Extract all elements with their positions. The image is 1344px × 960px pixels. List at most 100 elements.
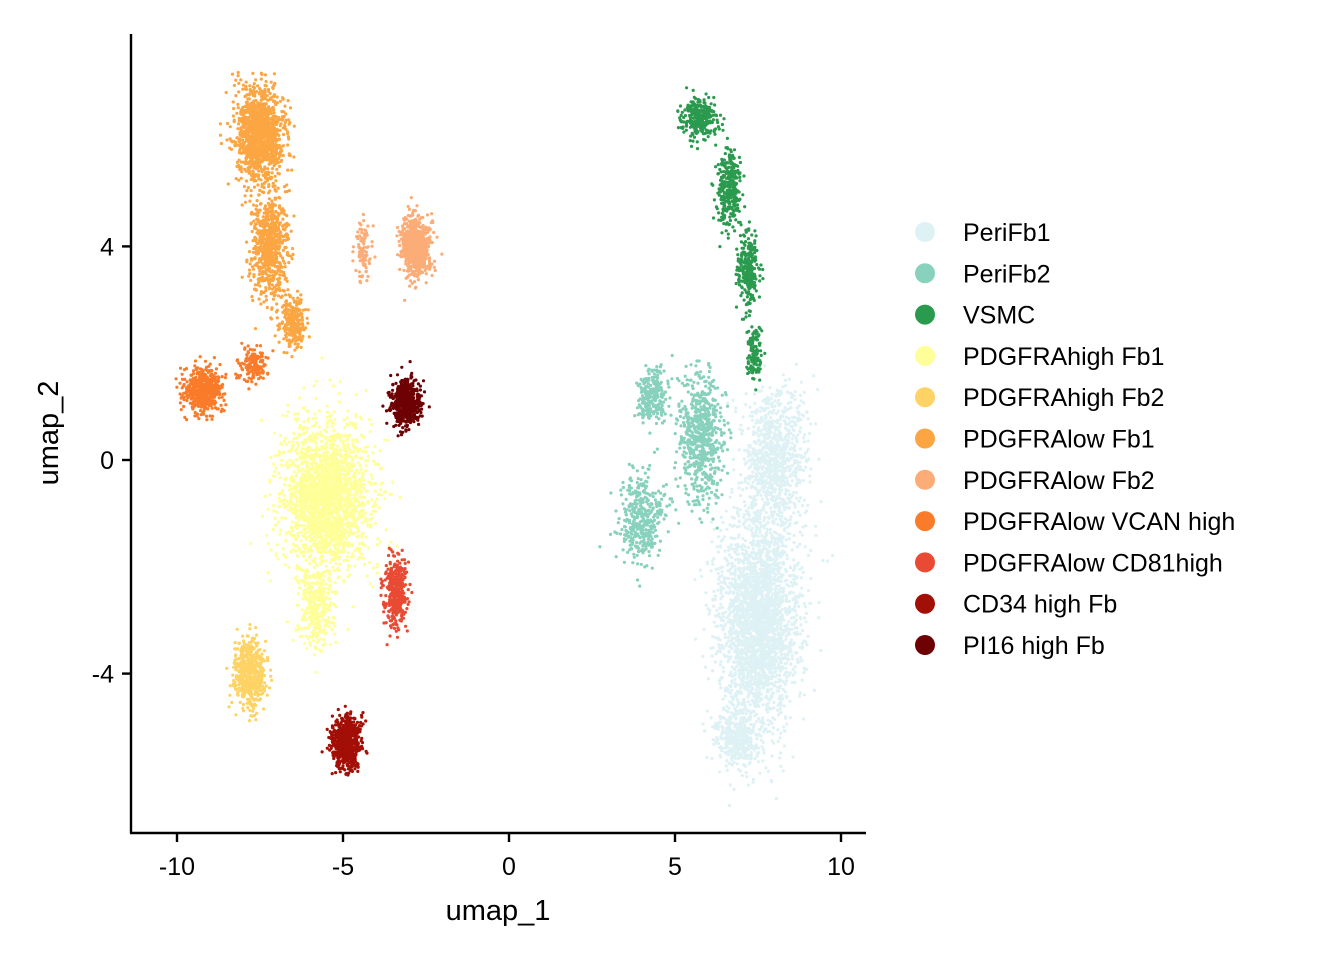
data-point <box>708 443 712 447</box>
data-point <box>744 556 748 560</box>
data-point <box>730 555 734 560</box>
data-point <box>776 608 780 612</box>
data-point <box>722 669 726 674</box>
data-point <box>778 641 782 646</box>
data-point <box>712 527 716 531</box>
data-point <box>785 476 789 480</box>
data-point <box>759 645 764 649</box>
data-point <box>730 563 735 567</box>
data-point <box>751 729 755 733</box>
data-point <box>687 472 692 476</box>
data-point <box>740 774 744 778</box>
data-point <box>800 642 804 646</box>
data-point <box>782 729 786 733</box>
data-point <box>703 443 708 447</box>
data-point <box>701 722 705 726</box>
data-point <box>749 551 754 555</box>
data-point <box>732 583 737 588</box>
data-point <box>729 621 733 626</box>
data-point <box>741 606 745 610</box>
data-point <box>695 359 699 363</box>
data-point <box>805 643 809 647</box>
data-point <box>795 545 800 549</box>
data-point <box>690 477 694 481</box>
data-point <box>719 616 723 620</box>
data-point <box>684 407 688 411</box>
data-point <box>783 517 787 521</box>
data-point <box>801 414 806 418</box>
data-point <box>760 467 764 471</box>
data-point <box>779 469 783 473</box>
data-point <box>705 709 710 713</box>
data-point <box>720 643 724 648</box>
data-point <box>778 517 782 521</box>
data-point <box>800 678 804 682</box>
data-point <box>773 650 777 654</box>
data-point <box>776 425 780 429</box>
data-point <box>711 408 716 413</box>
data-point <box>784 409 788 413</box>
data-point <box>694 445 698 450</box>
data-point <box>740 681 744 685</box>
data-point <box>776 728 780 732</box>
data-point <box>711 635 715 639</box>
data-point <box>722 419 726 423</box>
data-point <box>766 463 771 467</box>
data-point <box>737 566 741 570</box>
data-point <box>809 422 813 426</box>
data-point <box>773 559 778 563</box>
data-point <box>792 433 796 438</box>
data-point <box>620 527 624 532</box>
data-point <box>745 448 749 452</box>
data-point <box>768 456 773 460</box>
data-point <box>792 573 796 577</box>
data-point <box>729 751 733 755</box>
data-point <box>778 686 782 690</box>
data-point <box>771 437 775 441</box>
data-point <box>770 392 774 396</box>
data-point <box>760 592 764 596</box>
data-point <box>750 674 754 678</box>
data-point <box>730 487 734 491</box>
data-point <box>644 364 648 368</box>
data-point <box>779 639 783 643</box>
data-point <box>784 521 788 525</box>
data-point <box>739 660 743 664</box>
data-point <box>740 671 744 675</box>
data-point <box>741 488 745 492</box>
data-point <box>758 588 762 592</box>
data-point <box>805 450 809 454</box>
data-point <box>748 703 752 707</box>
data-point <box>737 569 741 573</box>
data-point <box>698 410 702 414</box>
data-point <box>749 594 753 598</box>
data-point <box>772 408 776 412</box>
data-point <box>799 456 804 460</box>
data-point <box>781 680 785 684</box>
data-point <box>725 654 730 659</box>
data-point <box>743 525 747 529</box>
data-point <box>783 420 788 424</box>
data-point <box>746 656 750 660</box>
data-point <box>745 594 749 598</box>
data-point <box>682 455 686 459</box>
data-point <box>770 754 774 758</box>
data-point <box>750 584 754 588</box>
data-point <box>718 428 723 432</box>
data-point <box>779 566 783 570</box>
data-point <box>779 524 783 528</box>
data-point <box>764 654 768 658</box>
data-point <box>778 491 782 495</box>
data-point <box>780 595 785 599</box>
data-point <box>757 699 762 704</box>
data-point <box>784 634 788 638</box>
data-point <box>736 589 740 593</box>
data-point <box>779 635 783 639</box>
data-point <box>750 540 755 544</box>
data-point <box>779 710 783 715</box>
data-point <box>796 433 800 437</box>
data-point <box>713 636 718 640</box>
data-point <box>787 377 792 381</box>
data-point <box>754 441 758 445</box>
data-point <box>797 410 801 414</box>
